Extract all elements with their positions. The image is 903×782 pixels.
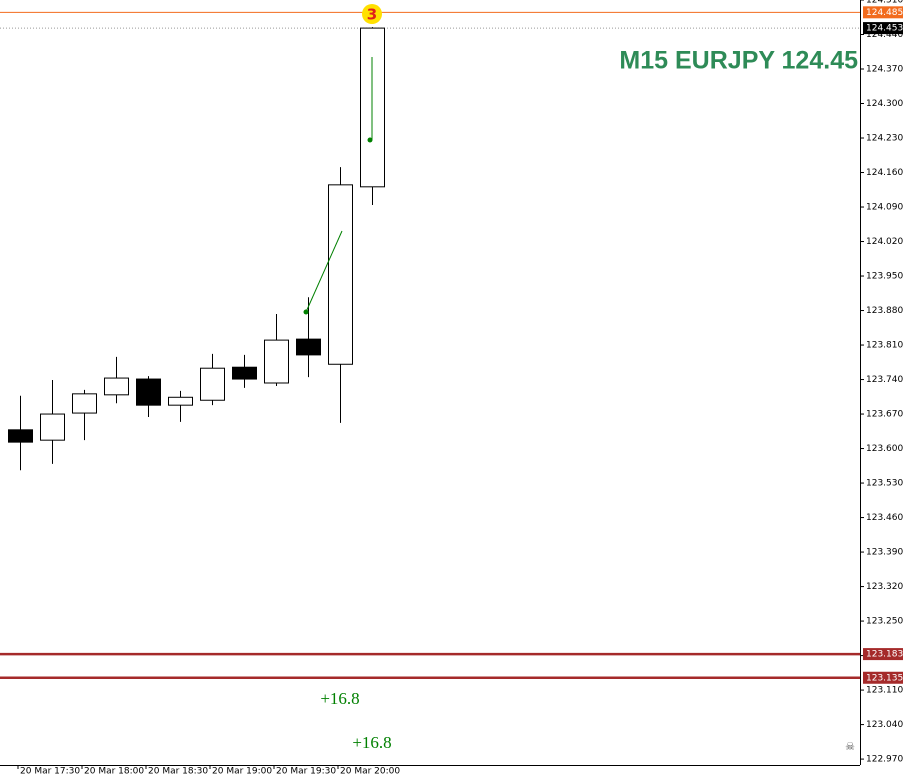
candle-body [296,338,321,356]
price-label: 123.135 [866,673,903,683]
candle-body [104,377,129,396]
order-marker-label: 3 [367,6,377,24]
x-tick-label: 20 Mar 18:00 [84,767,144,777]
y-tick-label: 124.230 [866,134,903,144]
price-label: 124.453 [866,24,903,34]
trade-line [305,230,343,313]
trade-point [303,309,309,315]
price-label-box [863,671,903,684]
y-tick-label: 124.300 [866,99,903,109]
y-tick-label: 123.880 [866,306,903,316]
profit-label: +16.8 [320,689,359,708]
chart-title: M15 EURJPY 124.45 [619,47,858,75]
y-tick-label: 123.530 [866,479,903,489]
candle-body [136,378,161,406]
candle-body [232,366,257,380]
candle-body [264,339,289,384]
y-tick-label: 124.020 [866,237,903,247]
price-label-box [863,22,903,35]
y-tick-label: 123.110 [866,686,903,696]
x-tick-label: 20 Mar 17:30 [20,767,80,777]
y-tick-label: 122.970 [866,755,903,765]
x-tick-label: 20 Mar 20:00 [340,767,400,777]
y-tick-label: 123.740 [866,375,903,385]
y-tick-label: 124.440 [866,30,903,40]
x-tick-label: 20 Mar 19:30 [276,767,336,777]
price-label-box [863,648,903,661]
price-label-box [863,6,903,19]
y-tick-label: 124.090 [866,203,903,213]
y-tick-label: 124.510 [866,0,903,6]
y-tick-label: 123.810 [866,341,903,351]
x-tick-label: 20 Mar 18:30 [148,767,208,777]
trade-point [367,137,373,143]
price-label: 123.183 [866,650,903,660]
y-tick-label: 123.460 [866,513,903,523]
y-tick-label: 123.040 [866,720,903,730]
candle-body [8,429,33,443]
y-tick-label: 123.390 [866,548,903,558]
y-tick-label: 123.600 [866,444,903,454]
y-tick-label: 123.250 [866,617,903,627]
candle-body [40,413,65,441]
y-tick-label: 123.320 [866,582,903,592]
y-tick-label: 124.160 [866,168,903,178]
profit-label: +16.8 [352,733,391,752]
icon: ☠ [845,740,855,753]
candle-body [200,367,225,401]
y-tick-label: 124.370 [866,65,903,75]
candle-body [328,184,353,365]
order-marker [362,4,382,24]
price-label: 124.485 [866,8,903,18]
y-tick-label: 123.950 [866,272,903,282]
candle-body [168,396,193,406]
y-tick-label: 123.670 [866,410,903,420]
candle-body [72,393,97,414]
x-tick-label: 20 Mar 19:00 [212,767,272,777]
